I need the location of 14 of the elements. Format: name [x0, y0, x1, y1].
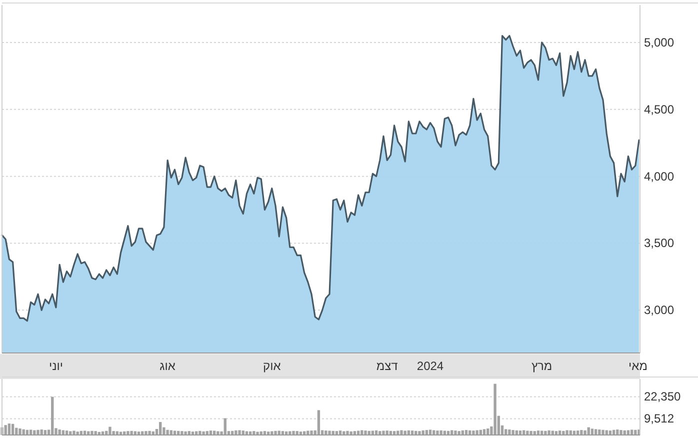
y-tick-label: 3,000	[644, 303, 674, 318]
x-tick-label: יוני	[48, 359, 63, 373]
y-tick-label: 4,000	[644, 169, 674, 184]
y-tick-label: 4,500	[644, 102, 674, 116]
y-tick-label: 5,000	[644, 35, 674, 50]
x-tick-label: אוג	[160, 359, 176, 373]
y-tick-label: 22,350	[644, 390, 682, 404]
x-tick-label: מאי	[628, 359, 648, 373]
x-tick-label: דצמ	[376, 359, 398, 373]
y-tick-label: 3,500	[644, 236, 674, 250]
x-tick-label: מרץ	[531, 359, 552, 373]
x-tick-label: אוק	[263, 359, 282, 373]
x-tick-label: 2024	[416, 359, 444, 373]
y-tick-label: 9,512	[644, 412, 674, 426]
